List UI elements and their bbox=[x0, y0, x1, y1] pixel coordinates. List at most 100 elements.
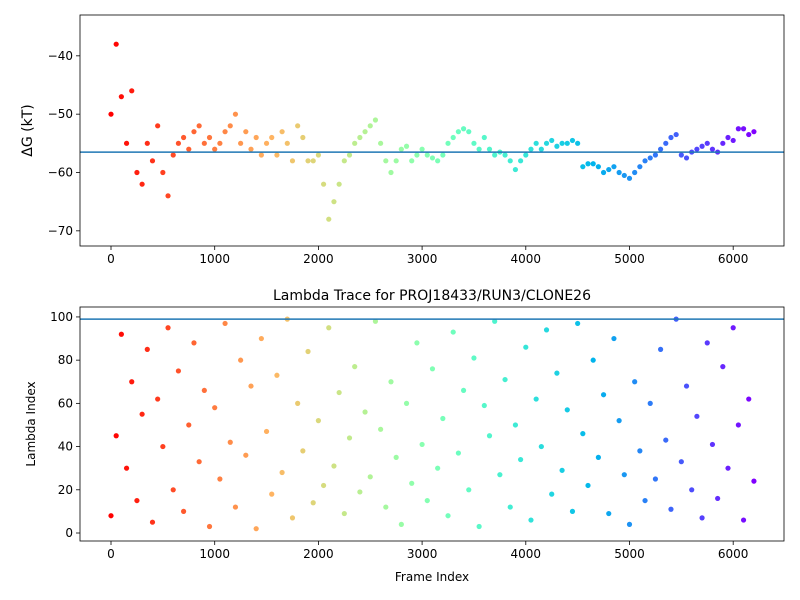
point bbox=[258, 335, 264, 342]
point bbox=[222, 320, 228, 327]
point bbox=[632, 379, 638, 385]
point bbox=[383, 504, 389, 510]
axes-frame bbox=[79, 14, 785, 247]
point bbox=[113, 41, 119, 47]
y-tick-label: 0 bbox=[65, 526, 73, 540]
x-tick-label: 3000 bbox=[407, 547, 438, 561]
point bbox=[600, 169, 607, 176]
point bbox=[533, 396, 539, 402]
point bbox=[492, 152, 498, 158]
point bbox=[315, 418, 321, 424]
point bbox=[554, 370, 560, 376]
point bbox=[113, 433, 119, 439]
point bbox=[616, 418, 622, 424]
point bbox=[414, 152, 420, 158]
point bbox=[720, 364, 726, 370]
chart-title: Lambda Trace for PROJ18433/RUN3/CLONE26 bbox=[273, 288, 591, 304]
point bbox=[486, 433, 493, 439]
point bbox=[543, 327, 550, 333]
x-tick-label: 0 bbox=[107, 547, 115, 561]
point bbox=[398, 521, 404, 527]
point bbox=[160, 169, 166, 176]
point bbox=[165, 325, 171, 331]
point bbox=[658, 146, 664, 152]
point bbox=[243, 452, 249, 458]
point bbox=[460, 387, 467, 394]
point bbox=[108, 111, 114, 117]
point bbox=[580, 431, 586, 437]
point bbox=[543, 140, 550, 146]
point bbox=[538, 146, 544, 152]
point bbox=[616, 169, 622, 176]
point bbox=[538, 443, 544, 450]
x-axis-label: Frame Index bbox=[395, 570, 469, 584]
point bbox=[611, 164, 617, 170]
point bbox=[564, 140, 570, 146]
point bbox=[123, 465, 130, 471]
x-tick-label: 6000 bbox=[718, 547, 749, 561]
point bbox=[238, 140, 244, 146]
point bbox=[518, 456, 524, 463]
point bbox=[460, 126, 467, 132]
point bbox=[139, 411, 145, 417]
point bbox=[398, 146, 404, 152]
point bbox=[378, 426, 384, 432]
point bbox=[751, 129, 757, 135]
point bbox=[326, 216, 332, 222]
point bbox=[352, 364, 358, 370]
point bbox=[492, 318, 498, 324]
point bbox=[689, 487, 695, 493]
point bbox=[507, 158, 513, 164]
point bbox=[746, 396, 752, 402]
point bbox=[486, 146, 493, 152]
point bbox=[528, 517, 534, 523]
point bbox=[300, 448, 306, 454]
point bbox=[289, 515, 296, 521]
point bbox=[621, 172, 627, 179]
x-tick-label: 2000 bbox=[303, 547, 334, 561]
point bbox=[175, 368, 182, 374]
point bbox=[730, 325, 736, 331]
point bbox=[440, 415, 446, 422]
x-tick-label: 0 bbox=[107, 252, 115, 266]
point bbox=[362, 409, 368, 415]
point bbox=[362, 129, 368, 135]
point bbox=[621, 472, 627, 478]
point bbox=[295, 400, 301, 406]
point bbox=[419, 441, 425, 448]
axes: 0 1000 2000 3000 4000 5000 6000 −70 −60 −50 −40 ΔG … bbox=[20, 14, 785, 266]
y-axis-label: ΔG (kT) bbox=[20, 104, 36, 156]
point bbox=[414, 340, 420, 346]
point bbox=[409, 480, 415, 486]
point bbox=[227, 123, 233, 129]
point bbox=[232, 111, 239, 117]
point bbox=[595, 454, 601, 460]
point bbox=[512, 166, 519, 173]
x-tick-label: 3000 bbox=[407, 252, 438, 266]
point bbox=[450, 134, 456, 141]
point bbox=[367, 474, 373, 480]
point bbox=[678, 459, 684, 465]
point bbox=[217, 476, 223, 482]
point bbox=[569, 508, 576, 514]
point bbox=[481, 134, 487, 141]
point bbox=[155, 396, 161, 402]
point bbox=[518, 158, 524, 164]
point bbox=[740, 517, 747, 523]
point bbox=[134, 169, 140, 176]
point bbox=[466, 487, 472, 493]
point bbox=[497, 472, 503, 478]
point bbox=[341, 510, 347, 517]
point bbox=[523, 152, 529, 158]
point bbox=[367, 123, 373, 129]
point bbox=[590, 357, 596, 363]
point bbox=[476, 523, 482, 530]
point bbox=[668, 506, 674, 512]
point bbox=[206, 134, 213, 141]
point bbox=[129, 379, 135, 385]
point bbox=[139, 181, 145, 187]
point bbox=[600, 392, 607, 398]
point bbox=[248, 146, 254, 152]
point bbox=[740, 126, 747, 132]
point bbox=[699, 143, 705, 149]
